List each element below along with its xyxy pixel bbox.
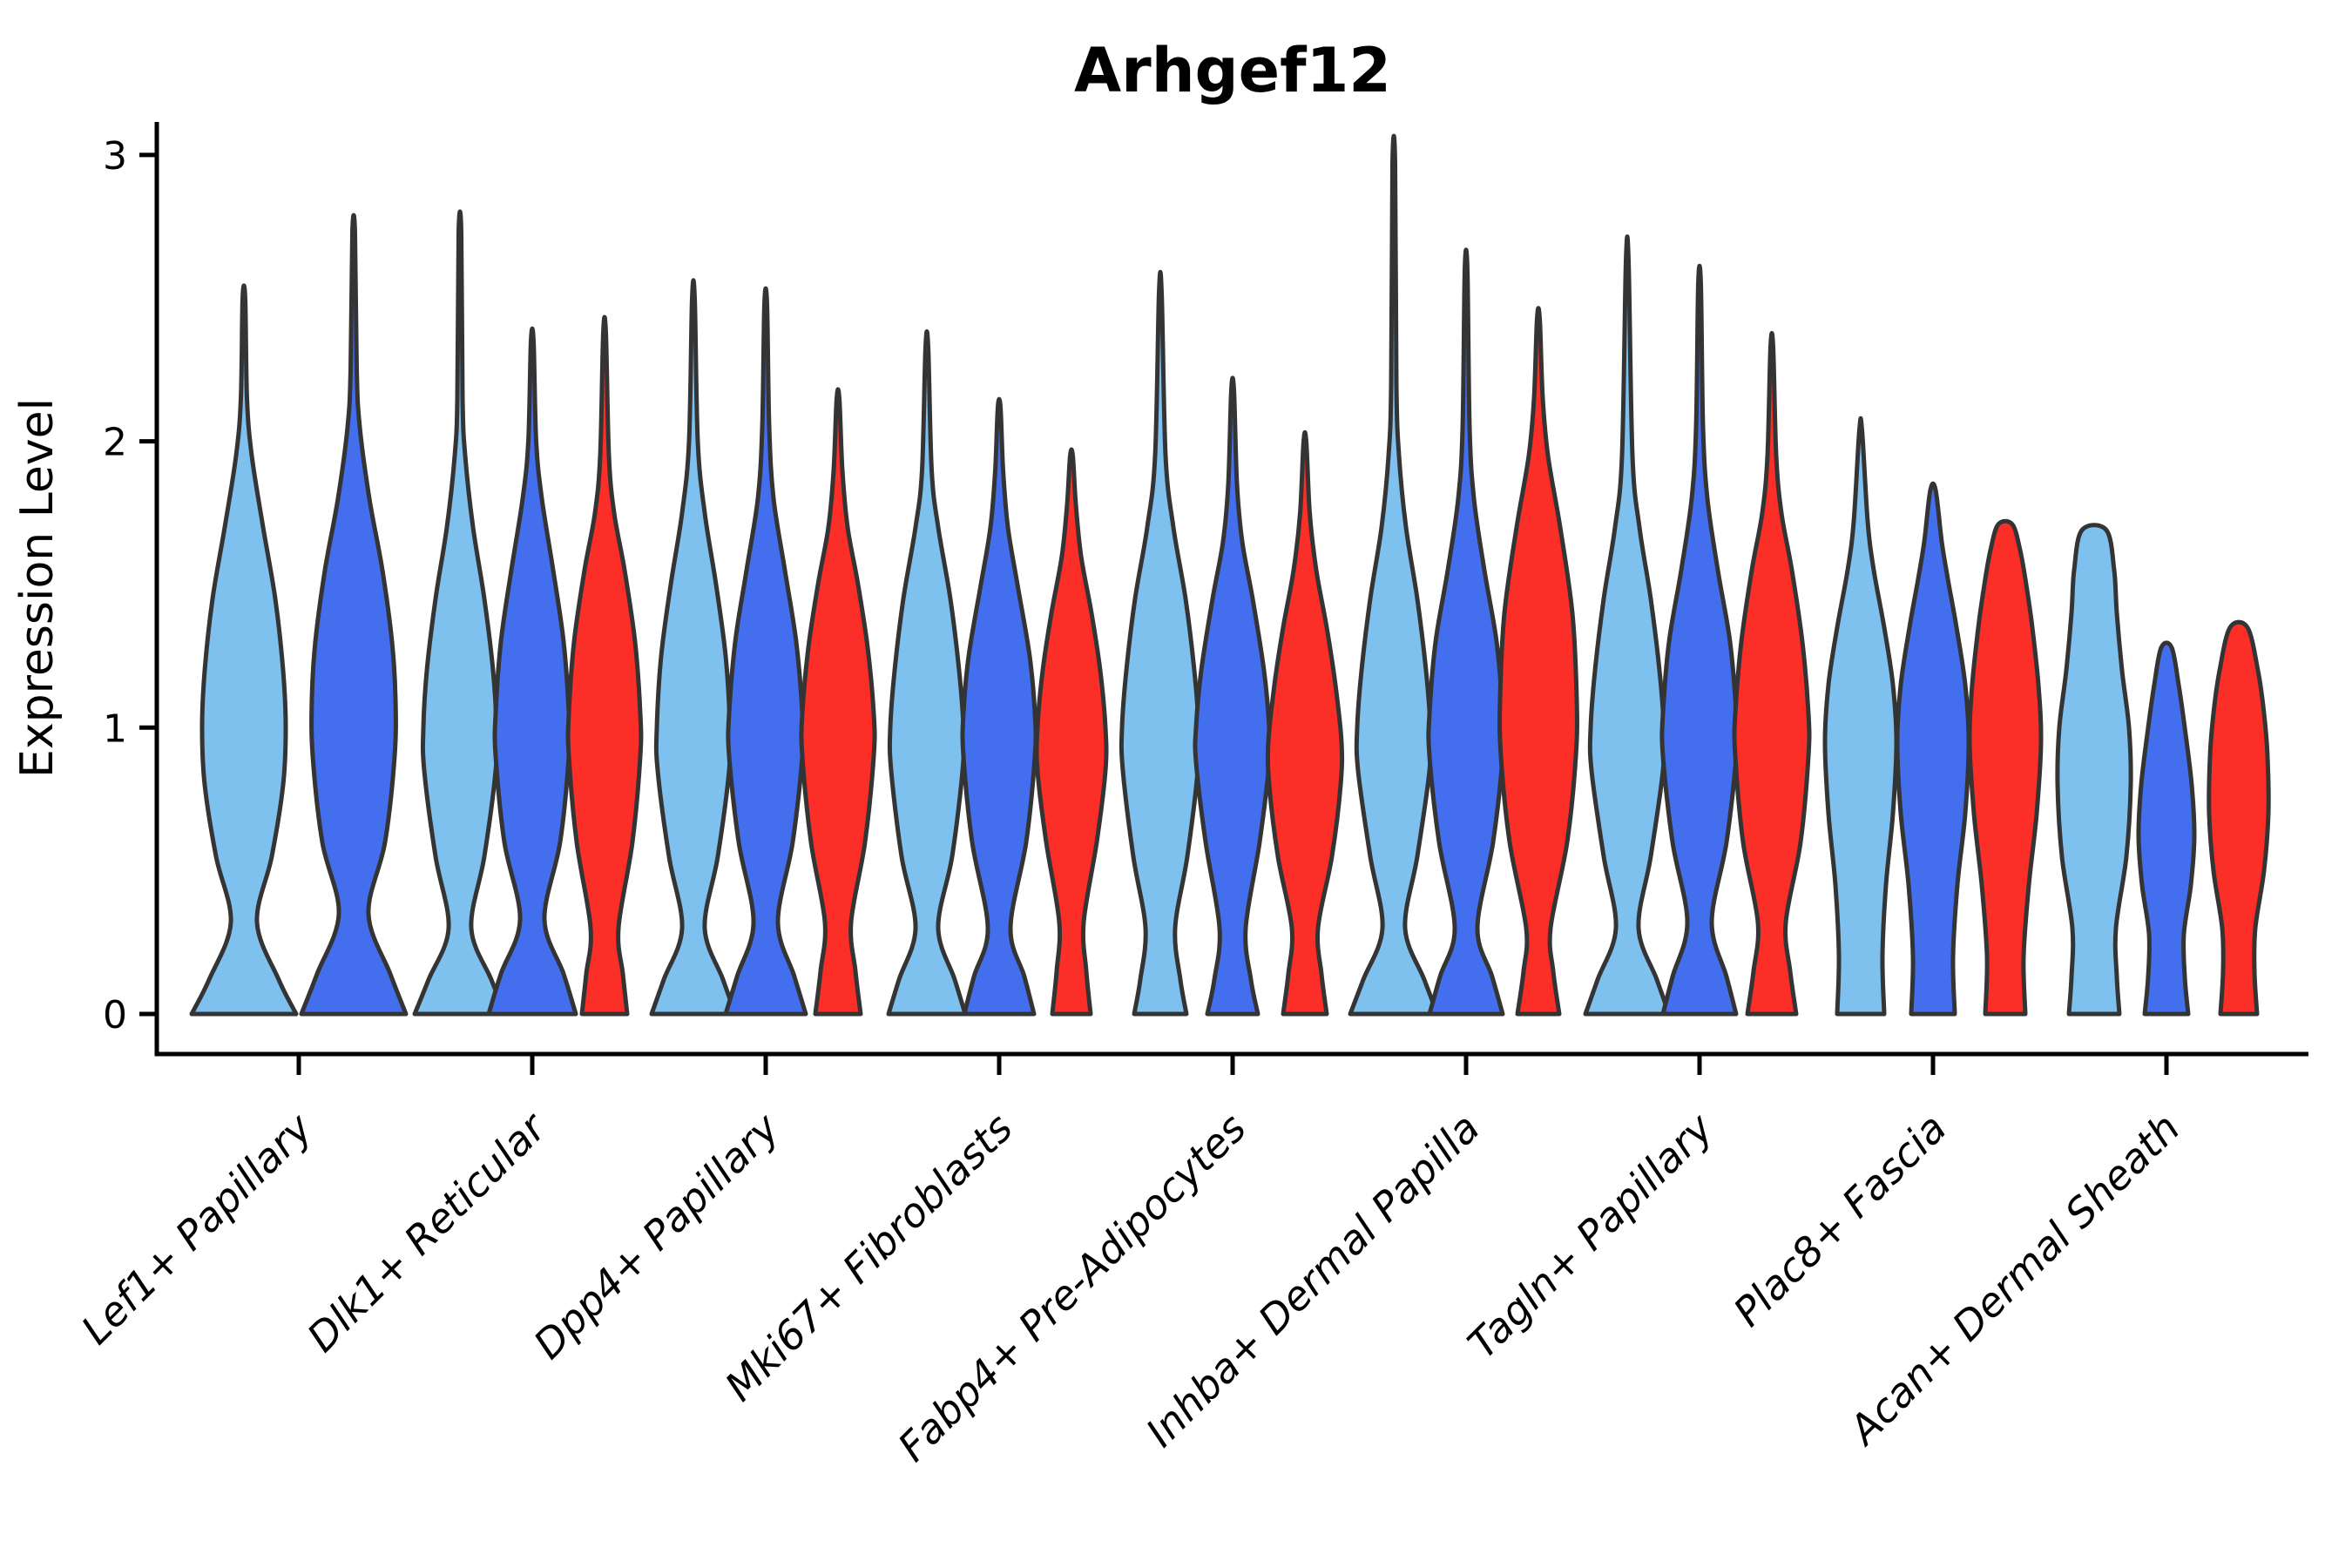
- violin-red: [1497, 306, 1579, 1017]
- violin-skyblue: [189, 283, 299, 1017]
- violin-red: [1034, 447, 1109, 1017]
- violin-red: [1732, 331, 1812, 1017]
- y-tick-label: 3: [103, 134, 127, 179]
- violin-skyblue: [1822, 416, 1899, 1017]
- violin-skyblue: [649, 278, 738, 1017]
- violin-royalblue: [2136, 640, 2197, 1017]
- y-tick-label: 1: [103, 706, 127, 751]
- violin-series: [189, 133, 2271, 1017]
- violin-red: [2207, 619, 2271, 1017]
- violin-skyblue: [2055, 523, 2133, 1017]
- violin-red: [565, 314, 644, 1017]
- y-axis-label: Expression Level: [11, 398, 64, 778]
- violin-royalblue: [1426, 247, 1506, 1017]
- violin-red: [799, 387, 877, 1017]
- chart-title: Arhgef12: [1074, 35, 1391, 106]
- violin-royalblue: [486, 326, 578, 1017]
- violin-red: [1967, 518, 2044, 1017]
- violin-red: [1265, 429, 1345, 1017]
- y-tick-label: 2: [103, 421, 127, 465]
- violin-royalblue: [723, 286, 808, 1017]
- violin-skyblue: [1583, 234, 1672, 1017]
- violin-royalblue: [1895, 481, 1971, 1017]
- violin-royalblue: [299, 213, 409, 1017]
- violin-skyblue: [1119, 269, 1202, 1017]
- y-axis-ticks: 0 1 2 3: [103, 134, 157, 1037]
- violin-royalblue: [960, 396, 1038, 1017]
- violin-royalblue: [1659, 263, 1740, 1017]
- y-tick-label: 0: [103, 993, 127, 1037]
- violin-skyblue: [886, 328, 968, 1017]
- violin-royalblue: [1193, 375, 1273, 1017]
